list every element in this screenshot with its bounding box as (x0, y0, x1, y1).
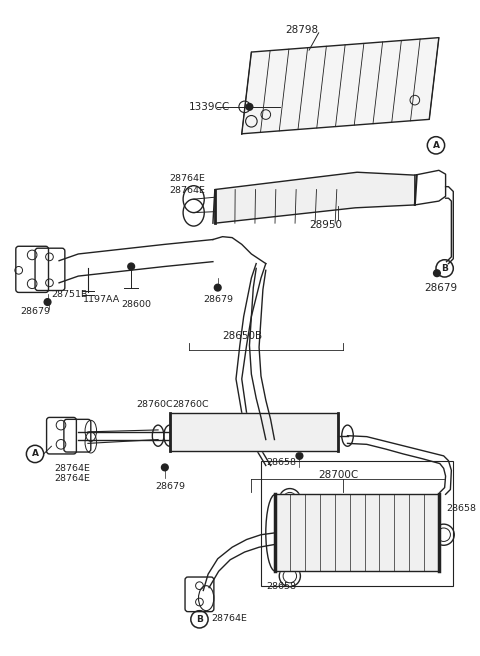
Text: 28764E: 28764E (169, 174, 205, 184)
Text: 28650B: 28650B (223, 331, 263, 340)
Text: 28764E: 28764E (54, 464, 90, 473)
Text: 28798: 28798 (285, 25, 318, 35)
Polygon shape (242, 37, 439, 134)
Text: 28658: 28658 (266, 458, 296, 467)
Text: 28658: 28658 (266, 582, 296, 591)
Text: A: A (432, 141, 440, 150)
Text: 28679: 28679 (155, 482, 185, 491)
Circle shape (246, 104, 253, 110)
Text: 1197AA: 1197AA (83, 295, 120, 304)
Text: 28679: 28679 (204, 295, 233, 304)
Text: 28751B: 28751B (51, 290, 88, 299)
Circle shape (433, 270, 440, 277)
Text: 28764E: 28764E (169, 186, 205, 195)
Polygon shape (169, 413, 338, 451)
Text: 28679: 28679 (424, 283, 457, 293)
Circle shape (296, 453, 303, 459)
Text: 28764E: 28764E (54, 474, 90, 483)
Circle shape (128, 263, 134, 270)
Circle shape (215, 284, 221, 291)
Text: B: B (196, 615, 203, 624)
Bar (261, 461, 453, 586)
Text: 28950: 28950 (309, 220, 342, 230)
Text: A: A (32, 449, 38, 459)
Text: B: B (441, 264, 448, 273)
Circle shape (44, 298, 51, 306)
Text: 28764E: 28764E (211, 614, 247, 623)
Text: 28600: 28600 (121, 300, 152, 310)
Text: 28760C: 28760C (172, 400, 209, 409)
Text: 28679: 28679 (21, 307, 50, 316)
Text: 28760C: 28760C (136, 400, 173, 409)
Circle shape (161, 464, 168, 471)
Polygon shape (213, 173, 415, 223)
Polygon shape (276, 495, 439, 571)
Text: 1339CC: 1339CC (189, 102, 230, 112)
Text: 28658: 28658 (446, 504, 477, 513)
Text: 28700C: 28700C (319, 470, 359, 480)
